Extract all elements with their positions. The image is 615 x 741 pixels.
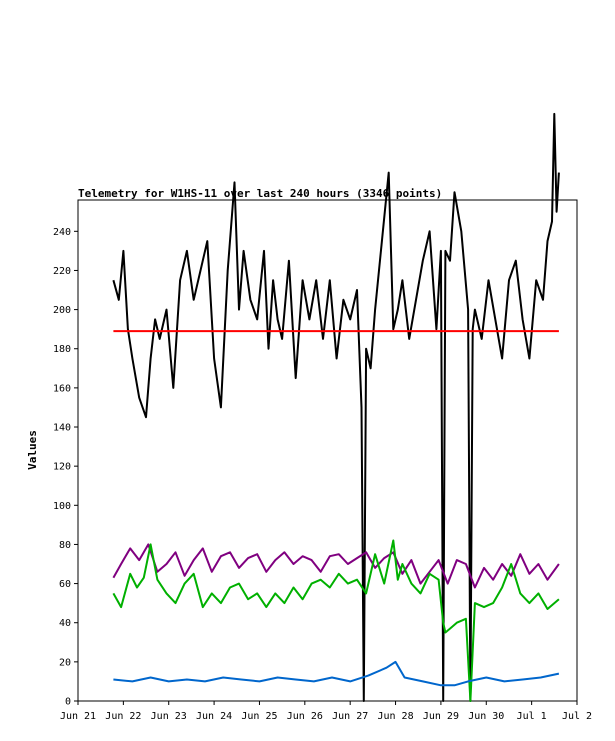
- chart-title: Telemetry for W1HS-11 over last 240 hour…: [78, 187, 442, 200]
- y-tick-label: 80: [59, 540, 71, 551]
- y-tick-label: 40: [59, 618, 71, 629]
- y-tick-label: 120: [53, 462, 71, 473]
- y-axis-label: Values: [26, 430, 39, 470]
- y-tick-label: 60: [59, 579, 71, 590]
- y-tick-label: 160: [53, 383, 71, 394]
- plot-area-frame: [77, 199, 578, 702]
- x-tick-label: Jun 22: [105, 711, 141, 722]
- x-tick-label: Jul 2: [562, 711, 592, 722]
- y-tick-label: 100: [53, 501, 71, 512]
- y-tick-label: 220: [53, 266, 71, 277]
- y-tick-label: 140: [53, 423, 71, 434]
- x-tick-label: Jun 27: [332, 711, 368, 722]
- x-tick-label: Jun 28: [377, 711, 413, 722]
- x-tick-label: Jun 26: [287, 711, 323, 722]
- x-tick-label: Jun 23: [151, 711, 187, 722]
- x-tick-label: Jul 1: [517, 711, 547, 722]
- y-tick-label: 240: [53, 227, 71, 238]
- y-tick-label: 20: [59, 657, 71, 668]
- series-line-3: [112, 543, 560, 589]
- y-tick-label: 0: [65, 697, 71, 708]
- series-layer: [112, 112, 560, 702]
- x-tick-label: Jun 25: [241, 711, 277, 722]
- series-line-5: [113, 660, 560, 687]
- x-tick-label: Jun 29: [423, 711, 459, 722]
- y-tick-label: 200: [53, 305, 71, 316]
- x-tick-label: Jun 30: [468, 711, 504, 722]
- axis-layer: 0 20 40 60 80 100 120 140 160 180 200 220 240 Jun 21 J…: [53, 227, 592, 722]
- series-line-1: [112, 112, 560, 702]
- y-tick-label: 180: [53, 344, 71, 355]
- x-tick-label: Jun 21: [60, 711, 96, 722]
- x-tick-label: Jun 24: [196, 711, 232, 722]
- series-line-4: [112, 539, 560, 702]
